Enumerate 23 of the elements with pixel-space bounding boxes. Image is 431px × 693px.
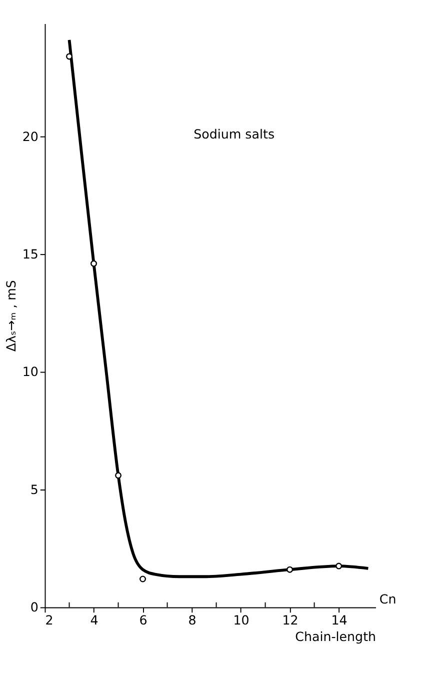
point: [140, 576, 146, 582]
x-tick-label: 12: [282, 612, 298, 628]
x-tick-label: 10: [233, 612, 250, 628]
point: [336, 562, 342, 570]
y-tick-label: 10: [22, 364, 38, 380]
x-tick-label: 2: [45, 612, 54, 628]
point: [90, 260, 98, 267]
point: [115, 472, 122, 479]
x-tick-label: 8: [188, 612, 196, 628]
annotation: Sodium salts: [194, 126, 275, 142]
point: [66, 53, 73, 60]
y-axis-title: Δλₛ→ₘ , mS: [4, 280, 19, 352]
y-tick-label: 5: [30, 482, 38, 497]
y-tick-label: 20: [22, 128, 38, 144]
line-series: [68, 38, 370, 578]
x-tick-label: 6: [139, 612, 148, 628]
text: Cn: [379, 591, 396, 606]
x-tick-label: 4: [90, 612, 98, 628]
y-tick-label: 0: [30, 600, 38, 615]
x-axis-title: Chain-length: [295, 628, 376, 644]
y-tick-label: 15: [22, 246, 38, 262]
x-tick-label: 14: [331, 612, 348, 628]
point: [286, 566, 294, 573]
